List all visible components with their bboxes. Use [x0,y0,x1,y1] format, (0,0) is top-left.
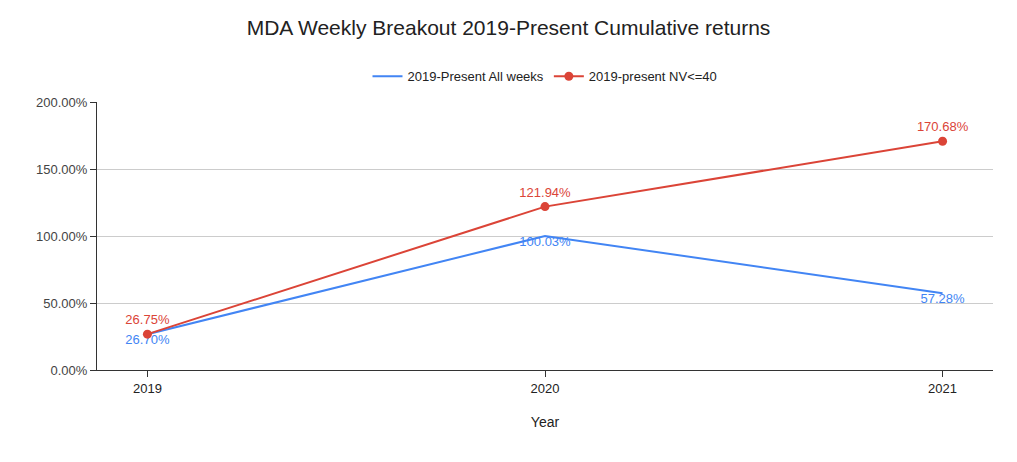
svg-text:26.75%: 26.75% [125,312,170,327]
svg-text:50.00%: 50.00% [43,296,88,311]
svg-text:2019-Present All weeks: 2019-Present All weeks [408,69,544,84]
svg-text:200.00%: 200.00% [36,95,88,110]
svg-text:0.00%: 0.00% [51,363,88,378]
svg-text:2019: 2019 [133,381,162,396]
svg-text:100.00%: 100.00% [36,229,88,244]
svg-text:MDA Weekly Breakout 2019-Prese: MDA Weekly Breakout 2019-Present Cumulat… [247,16,771,39]
svg-text:2019-present NV<=40: 2019-present NV<=40 [589,69,717,84]
svg-text:100.03%: 100.03% [519,234,571,249]
svg-text:2020: 2020 [531,381,560,396]
svg-text:150.00%: 150.00% [36,162,88,177]
svg-text:26.70%: 26.70% [125,332,170,347]
svg-text:57.28%: 57.28% [921,291,966,306]
svg-text:2021: 2021 [928,381,957,396]
svg-text:170.68%: 170.68% [917,119,969,134]
svg-text:121.94%: 121.94% [519,185,571,200]
svg-text:Year: Year [531,414,560,430]
